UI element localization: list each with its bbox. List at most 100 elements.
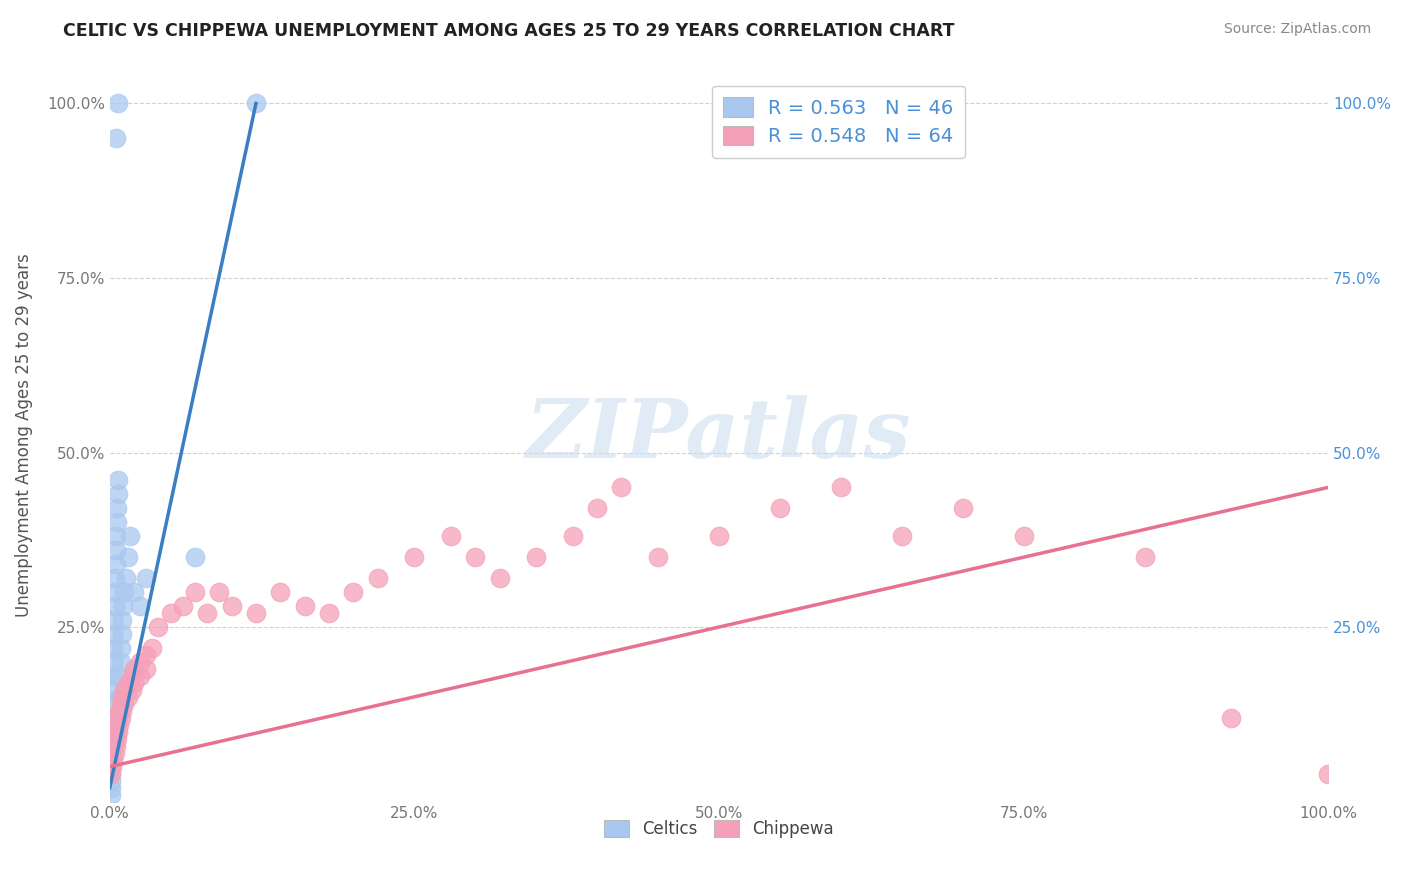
Point	[100, 731, 122, 746]
Point	[404, 550, 426, 565]
Point	[117, 690, 139, 704]
Point	[707, 529, 730, 543]
Point	[105, 501, 128, 516]
Point	[342, 585, 364, 599]
Point	[100, 739, 122, 753]
Point	[101, 746, 124, 760]
Point	[101, 682, 124, 697]
Point	[120, 529, 142, 543]
Point	[122, 676, 145, 690]
Point	[101, 759, 124, 773]
Point	[524, 550, 547, 565]
Point	[107, 724, 129, 739]
Point	[464, 550, 486, 565]
Point	[135, 571, 157, 585]
Point	[100, 759, 122, 773]
Point	[440, 529, 463, 543]
Point	[129, 669, 152, 683]
Point	[159, 606, 181, 620]
Point	[1012, 529, 1035, 543]
Point	[108, 690, 131, 704]
Point	[294, 599, 316, 613]
Point	[245, 96, 267, 111]
Point	[1135, 550, 1157, 565]
Point	[111, 627, 134, 641]
Point	[110, 655, 132, 669]
Point	[100, 766, 122, 780]
Point	[561, 529, 583, 543]
Point	[367, 571, 389, 585]
Point	[221, 599, 243, 613]
Point	[488, 571, 510, 585]
Text: Source: ZipAtlas.com: Source: ZipAtlas.com	[1223, 22, 1371, 37]
Point	[121, 682, 143, 697]
Point	[101, 724, 124, 739]
Point	[103, 627, 125, 641]
Point	[111, 704, 134, 718]
Point	[890, 529, 912, 543]
Point	[184, 550, 207, 565]
Point	[245, 606, 267, 620]
Point	[104, 131, 127, 145]
Point	[135, 648, 157, 662]
Point	[141, 640, 163, 655]
Point	[104, 739, 127, 753]
Point	[103, 613, 125, 627]
Point	[103, 739, 125, 753]
Point	[952, 501, 974, 516]
Point	[107, 487, 129, 501]
Point	[318, 606, 340, 620]
Legend: Celtics, Chippewa: Celtics, Chippewa	[598, 813, 841, 845]
Point	[104, 731, 127, 746]
Point	[195, 606, 218, 620]
Point	[172, 599, 194, 613]
Point	[610, 480, 633, 494]
Point	[100, 780, 122, 795]
Point	[110, 697, 132, 711]
Point	[586, 501, 609, 516]
Point	[129, 599, 152, 613]
Point	[100, 753, 122, 767]
Point	[1317, 766, 1340, 780]
Point	[117, 676, 139, 690]
Point	[104, 599, 127, 613]
Point	[100, 753, 122, 767]
Point	[105, 516, 128, 530]
Point	[269, 585, 291, 599]
Point	[101, 711, 124, 725]
Point	[830, 480, 852, 494]
Point	[104, 558, 127, 572]
Point	[104, 724, 127, 739]
Point	[129, 655, 152, 669]
Point	[184, 585, 207, 599]
Point	[1219, 711, 1241, 725]
Point	[104, 746, 127, 760]
Point	[105, 718, 128, 732]
Point	[110, 711, 132, 725]
Point	[100, 788, 122, 802]
Point	[122, 585, 145, 599]
Point	[108, 718, 131, 732]
Point	[117, 550, 139, 565]
Point	[104, 585, 127, 599]
Point	[647, 550, 669, 565]
Point	[112, 682, 135, 697]
Point	[108, 704, 131, 718]
Point	[108, 669, 131, 683]
Y-axis label: Unemployment Among Ages 25 to 29 years: Unemployment Among Ages 25 to 29 years	[15, 253, 32, 617]
Text: ZIPatlas: ZIPatlas	[526, 395, 911, 475]
Point	[104, 529, 127, 543]
Point	[114, 571, 136, 585]
Point	[103, 640, 125, 655]
Point	[111, 613, 134, 627]
Point	[103, 753, 125, 767]
Point	[104, 543, 127, 558]
Point	[107, 474, 129, 488]
Point	[112, 599, 135, 613]
Point	[112, 697, 135, 711]
Point	[135, 662, 157, 676]
Point	[111, 690, 134, 704]
Point	[122, 662, 145, 676]
Point	[107, 96, 129, 111]
Point	[105, 731, 128, 746]
